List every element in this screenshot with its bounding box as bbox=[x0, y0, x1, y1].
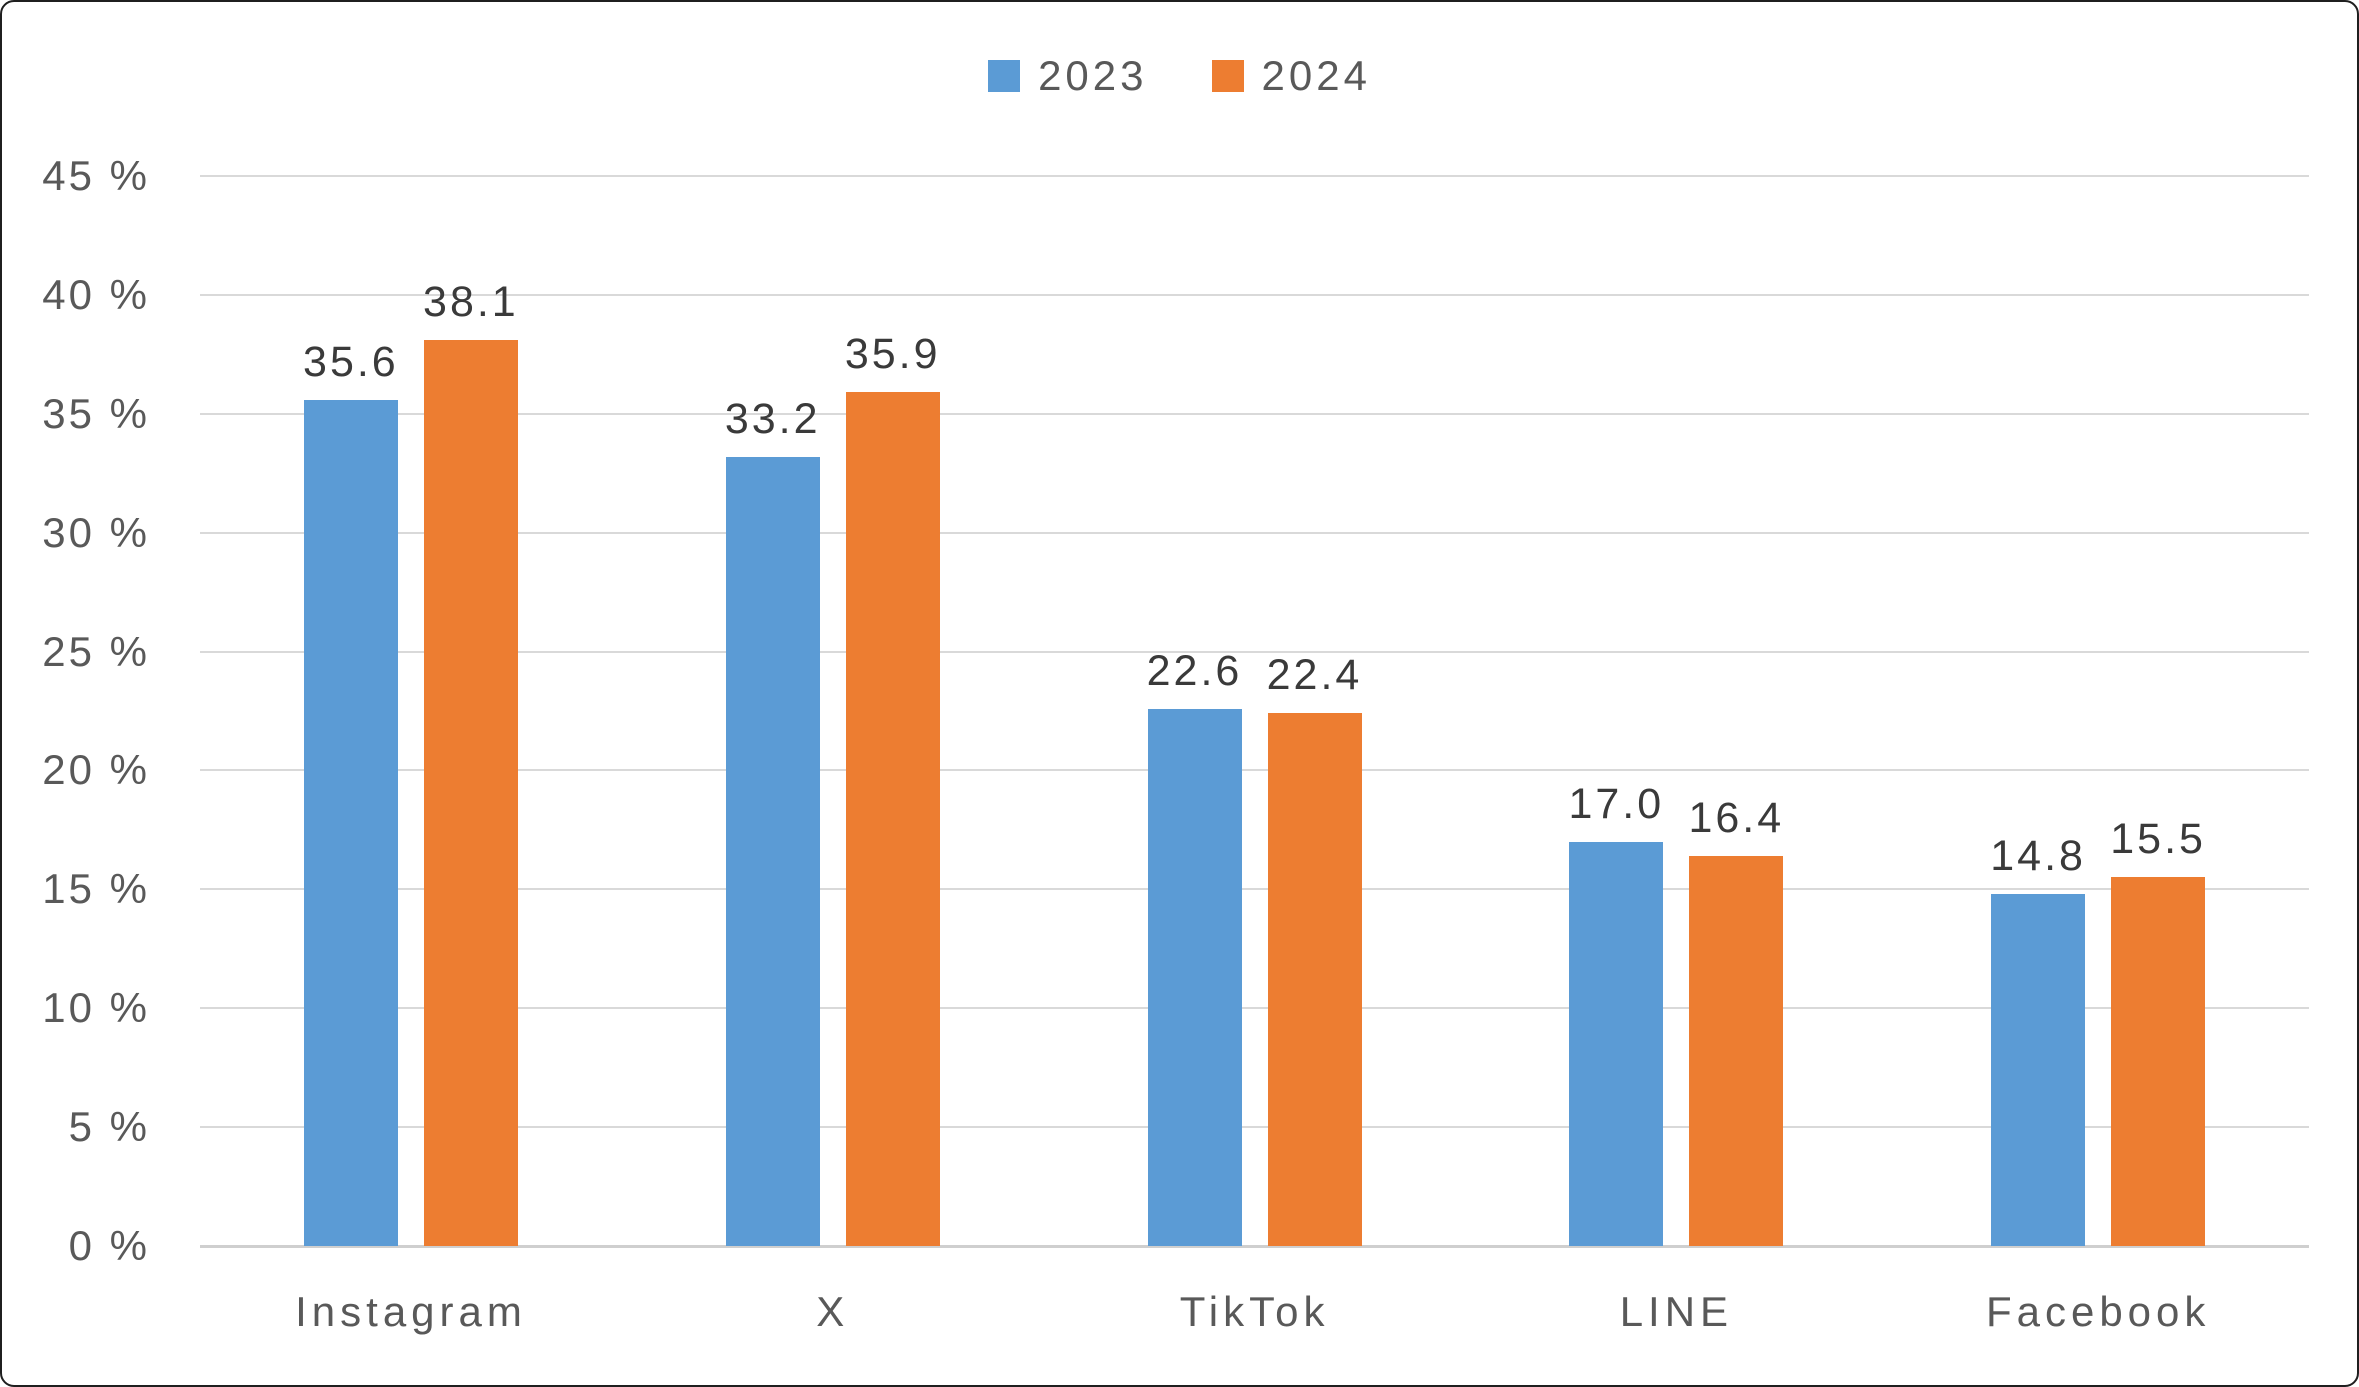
gridline-35 bbox=[200, 412, 2309, 415]
value-label-2023-x: 33.2 bbox=[724, 394, 821, 443]
bar-2024-instagram bbox=[423, 340, 518, 1246]
gridline-30 bbox=[200, 531, 2309, 534]
y-axis-tick-25: 25 % bbox=[42, 627, 150, 675]
value-label-2024-line: 16.4 bbox=[1688, 794, 1785, 843]
y-axis-tick-20: 20 % bbox=[42, 746, 150, 794]
y-axis-tick-10: 10 % bbox=[42, 984, 150, 1032]
gridline-45 bbox=[200, 175, 2309, 177]
bar-2023-line bbox=[1569, 841, 1664, 1246]
value-label-2023-line: 17.0 bbox=[1568, 779, 1665, 828]
y-axis-tick-15: 15 % bbox=[42, 865, 150, 913]
value-label-2024-x: 35.9 bbox=[844, 330, 941, 379]
bar-2023-tiktok bbox=[1147, 708, 1242, 1246]
y-axis-tick-5: 5 % bbox=[68, 1103, 150, 1151]
bar-2024-x bbox=[845, 392, 940, 1246]
value-label-2024-facebook: 15.5 bbox=[2110, 815, 2206, 864]
bar-2024-tiktok bbox=[1267, 713, 1362, 1246]
legend-swatch-2023 bbox=[988, 60, 1021, 92]
bar-2023-x bbox=[725, 456, 820, 1246]
gridline-15 bbox=[200, 888, 2309, 891]
bar-2023-instagram bbox=[303, 399, 398, 1246]
category-label-instagram: Instagram bbox=[295, 1288, 527, 1335]
gridline-0 bbox=[200, 1244, 2309, 1248]
value-label-2024-instagram: 38.1 bbox=[423, 278, 519, 327]
value-label-2023-facebook: 14.8 bbox=[1990, 832, 2086, 881]
gridline-40 bbox=[200, 293, 2309, 296]
value-label-2024-tiktok: 22.4 bbox=[1266, 651, 1363, 700]
category-label-tiktok: TikTok bbox=[1179, 1288, 1330, 1335]
category-label-facebook: Facebook bbox=[1985, 1288, 2211, 1335]
category-label-x: X bbox=[816, 1288, 850, 1335]
bar-2024-line bbox=[1689, 856, 1784, 1246]
y-axis-tick-45: 45 % bbox=[42, 152, 150, 199]
gridline-20 bbox=[200, 769, 2309, 772]
category-label-line: LINE bbox=[1619, 1288, 1734, 1335]
gridline-25 bbox=[200, 650, 2309, 653]
gridline-5 bbox=[200, 1126, 2309, 1129]
gridline-10 bbox=[200, 1007, 2309, 1010]
value-label-2023-tiktok: 22.6 bbox=[1146, 646, 1243, 695]
y-axis-tick-30: 30 % bbox=[42, 508, 150, 556]
y-axis-tick-40: 40 % bbox=[42, 270, 150, 318]
value-label-2023-instagram: 35.6 bbox=[303, 337, 399, 386]
bar-2023-facebook bbox=[1991, 894, 2086, 1246]
bar-2024-facebook bbox=[2111, 877, 2206, 1246]
y-axis-tick-0: 0 % bbox=[68, 1222, 150, 1269]
legend: 2023 2024 bbox=[0, 48, 2359, 104]
legend-item-2023: 2023 bbox=[988, 52, 1147, 100]
legend-swatch-2024 bbox=[1211, 60, 1244, 92]
legend-label-2023: 2023 bbox=[1038, 52, 1148, 99]
y-axis-tick-35: 35 % bbox=[42, 389, 150, 437]
legend-item-2024: 2024 bbox=[1211, 52, 1371, 100]
legend-label-2024: 2024 bbox=[1261, 52, 1371, 99]
